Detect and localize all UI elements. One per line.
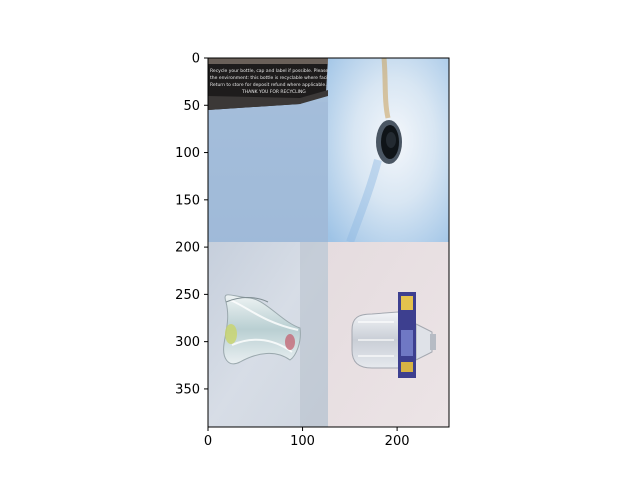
photo-labeled-bottle: [328, 242, 449, 427]
image-panel: Recycle your bottle, cap and label if po…: [208, 57, 449, 427]
y-tick-label: 0: [192, 52, 200, 67]
photo-box-on-table: Recycle your bottle, cap and label if po…: [208, 58, 350, 242]
box-text-line-1: Recycle your bottle, cap and label if po…: [210, 68, 349, 74]
box-text-line-2: the environment: this bottle is recyclab…: [210, 75, 350, 81]
y-tick-label: 350: [175, 382, 200, 397]
axes-frame: [207, 57, 450, 428]
y-tick-label: 150: [175, 193, 200, 208]
x-tick-label: 100: [290, 434, 315, 449]
box-text-line-3: Return to store for deposit refund where…: [210, 82, 327, 88]
y-tick-label: 300: [175, 335, 200, 350]
y-tick-label: 100: [175, 146, 200, 161]
x-tick-label: 0: [204, 434, 212, 449]
photo-bottle-opening: [328, 57, 449, 244]
box-text-line-4: THANK YOU FOR RECYCLING: [241, 89, 306, 95]
x-tick-label: 200: [385, 434, 410, 449]
y-tick-label: 50: [183, 99, 200, 114]
y-tick-label: 250: [175, 288, 200, 303]
photo-crushed-bottle: [208, 242, 328, 427]
x-axis: 0 100 200: [204, 427, 410, 449]
y-axis: 0 50 100 150 200 250 300 350: [175, 52, 208, 397]
y-tick-label: 200: [175, 241, 200, 256]
